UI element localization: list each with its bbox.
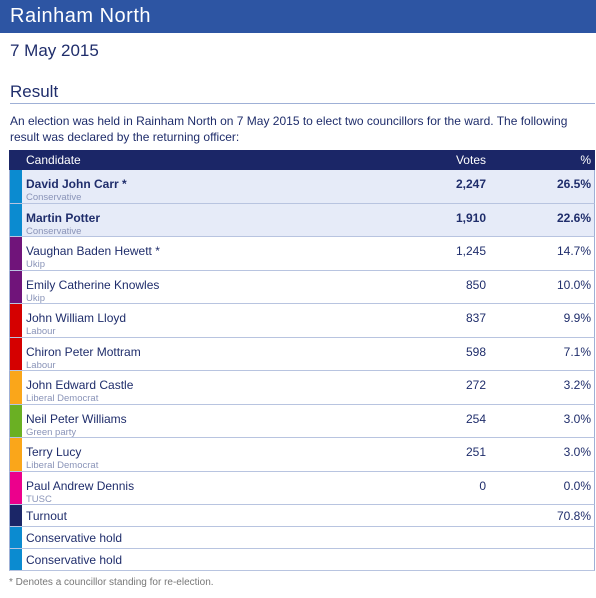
candidate-name: Emily Catherine Knowles [26,277,160,292]
party-name: Ukip [26,292,46,304]
party-name: Conservative [26,192,82,203]
column-header: % [580,153,591,167]
percent: 22.6% [556,210,591,225]
results-table: Candidate Votes% David John Carr * Conserva… [9,150,595,571]
party-name: Labour [26,359,56,371]
votes: 2,247 [455,177,486,191]
candidate-name: Martin Potter [26,210,101,225]
candidate-name: John Edward Castle [26,378,134,392]
candidate-name: Chiron Peter Mottram [26,344,141,359]
party-color [10,237,22,270]
votes: 251 [465,445,486,459]
turnout-percent: 70.8% [556,509,591,523]
turnout-label: Turnout [26,509,67,523]
candidate-name: Terry Lucy [26,445,82,459]
section-title: Result [10,82,59,101]
party-name: Green party [26,426,77,438]
candidate-name: David John Carr * [26,177,127,191]
candidate-name: Paul Andrew Dennis [26,478,135,493]
percent: 26.5% [556,177,591,191]
votes: 272 [465,378,486,392]
candidate-row: Emily Catherine Knowles Ukip 850 10.0% [9,270,595,304]
candidate-row: Terry Lucy Liberal Democrat 251 3.0% [9,438,595,472]
candidate-row: John Edward Castle Liberal Democrat 272 3.2… [9,371,595,405]
candidate-name: Neil Peter Williams [26,411,127,426]
section-rule [10,103,595,104]
candidate-row: Paul Andrew Dennis TUSC 0 0.0% [9,471,595,505]
party-color [10,170,22,203]
ward-title: Rainham North [10,5,152,27]
percent: 3.0% [563,411,591,426]
result-row: Conservative hold [9,527,595,549]
percent: 3.0% [563,445,591,459]
party-color [10,337,22,370]
percent: 0.0% [563,478,591,493]
candidate-row: Neil Peter Williams Green party 254 3.0% [9,404,595,438]
party-color [10,270,22,303]
percent: 10.0% [556,277,591,292]
percent: 7.1% [563,344,591,359]
candidate-name: Vaughan Baden Hewett * [26,244,160,258]
result-color [10,527,22,548]
votes: 1,910 [455,210,486,225]
table-header: Candidate Votes% [9,150,595,170]
turnout-row: Turnout 70.8% [9,505,595,527]
percent: 14.7% [556,244,591,258]
candidate-row: Martin Potter Conservative 1,910 22.6% [9,203,595,237]
election-date: 7 May 2015 [10,41,99,60]
party-name: Liberal Democrat [26,393,99,404]
result-row: Conservative hold [9,549,595,571]
party-color [10,371,22,404]
party-name: Conservative [26,225,82,237]
votes: 1,245 [455,244,486,258]
percent: 3.2% [563,378,591,392]
party-name: Liberal Democrat [26,460,99,471]
party-color [10,438,22,471]
column-header: Candidate [26,153,81,167]
footnote: * Denotes a councillor standing for re-e… [9,577,214,588]
result-text: Conservative hold [26,553,123,567]
party-color [10,203,22,236]
percent: 9.9% [563,311,591,325]
column-header: Votes [455,153,486,167]
votes: 850 [465,277,486,292]
turnout-color [10,505,22,526]
intro-text: An election was held in Rainham North on… [10,114,568,144]
votes: 0 [479,478,486,493]
votes: 837 [465,311,486,325]
candidate-row: John William Lloyd Labour 837 9.9% [9,304,595,338]
result-text: Conservative hold [26,531,123,545]
party-name: Labour [26,326,56,337]
candidate-row: David John Carr * Conservative 2,247 26.5% [9,170,595,204]
candidate-row: Chiron Peter Mottram Labour 598 7.1% [9,337,595,371]
party-name: TUSC [26,493,52,505]
result-color [10,549,22,570]
header-bar: Rainham North [0,0,596,33]
candidate-name: John William Lloyd [26,311,127,325]
votes: 254 [465,411,486,426]
party-name: Ukip [26,259,46,270]
party-color [10,471,22,504]
candidate-row: Vaughan Baden Hewett * Ukip 1,245 14.7% [9,237,595,271]
votes: 598 [465,344,486,359]
party-color [10,404,22,437]
party-color [10,304,22,337]
